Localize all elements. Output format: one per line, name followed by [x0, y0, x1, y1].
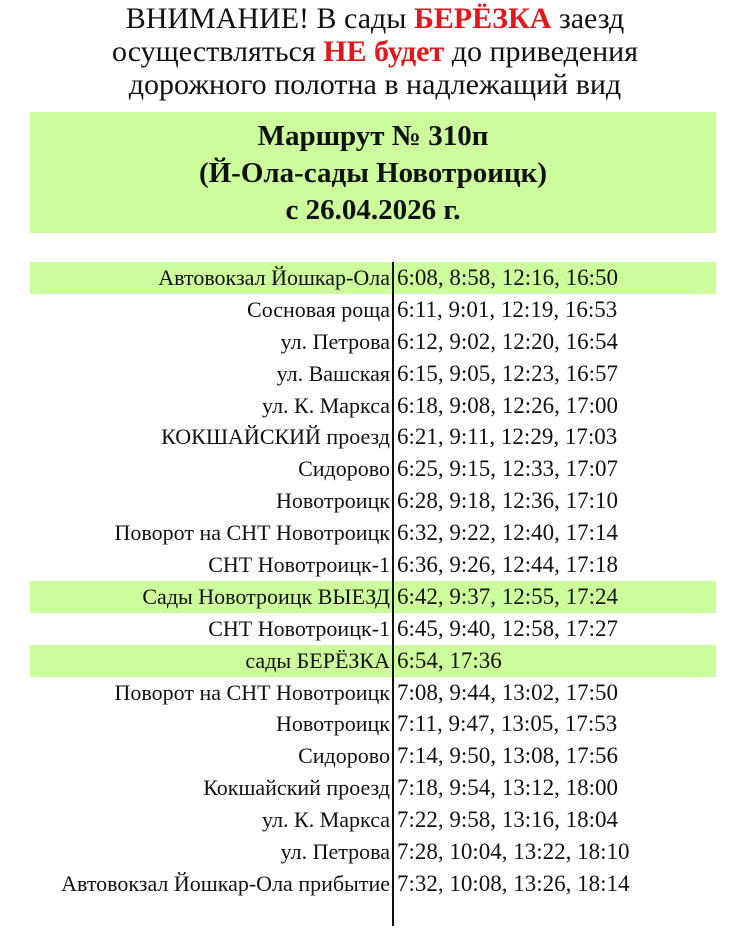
schedule-row: Кокшайский проезд 7:18, 9:54, 13:12, 18:0…: [30, 772, 716, 804]
stop-name: ул. К. Маркса: [262, 807, 390, 833]
schedule-row: ул. К. Маркса 7:22, 9:58, 13:16, 18:04: [30, 804, 716, 836]
departure-times: 7:28, 10:04, 13:22, 18:10: [397, 839, 630, 865]
departure-times: 6:12, 9:02, 12:20, 16:54: [397, 328, 619, 354]
schedule-row: Новотроицк 6:28, 9:18, 12:36, 17:10: [30, 485, 716, 517]
departure-times: 6:45, 9:40, 12:58, 17:27: [397, 615, 619, 641]
notice-text: осуществляться: [111, 35, 324, 68]
stop-name: ул. Вашская: [276, 360, 390, 386]
notice-text: до приведения: [444, 35, 639, 68]
notice-highlight: БЕРЁЗКА: [413, 2, 552, 35]
schedule-row: ул. К. Маркса 6:18, 9:08, 12:26, 17:00: [30, 390, 716, 422]
notice: ВНИМАНИЕ! В сады БЕРЁЗКА заезд осуществл…: [0, 2, 750, 101]
stop-name: Поворот на СНТ Новотроицк: [114, 679, 390, 705]
schedule-row: Сидорово 6:25, 9:15, 12:33, 17:07: [30, 453, 716, 485]
stop-name: Сидорово: [298, 743, 390, 769]
stop-name: Сосновая роща: [247, 296, 390, 322]
schedule-row: Автовокзал Йошкар-Ола прибытие 7:32, 10:0…: [30, 868, 716, 900]
schedule-row: Поворот на СНТ Новотроицк 6:32, 9:22, 12:…: [30, 517, 716, 549]
departure-times: 7:18, 9:54, 13:12, 18:00: [397, 775, 619, 801]
stop-name: ул. К. Маркса: [262, 392, 390, 418]
stop-name: сады БЕРЁЗКА: [245, 647, 390, 673]
schedule-row: Новотроицк 7:11, 9:47, 13:05, 17:53: [30, 708, 716, 740]
stop-name: Кокшайский проезд: [203, 775, 390, 801]
stop-name: КОКШАЙСКИЙ проезд: [161, 424, 390, 450]
notice-line-3: дорожного полотна в надлежащий вид: [128, 68, 622, 101]
stop-name: ул. Петрова: [280, 328, 390, 354]
stop-name: СНТ Новотроицк-1: [208, 552, 390, 578]
schedule-row: Сосновая роща 6:11, 9:01, 12:19, 16:53: [30, 294, 716, 326]
route-direction: (Й-Ола-сады Новотроицк): [198, 157, 548, 189]
schedule-row: Сидорово 7:14, 9:50, 13:08, 17:56: [30, 740, 716, 772]
route-effective-date: с 26.04.2026 г.: [285, 194, 461, 226]
departure-times: 7:11, 9:47, 13:05, 17:53: [397, 711, 618, 737]
departure-times: 7:08, 9:44, 13:02, 17:50: [397, 679, 619, 705]
departure-times: 7:14, 9:50, 13:08, 17:56: [397, 743, 619, 769]
departure-times: 6:11, 9:01, 12:19, 16:53: [397, 296, 618, 322]
route-number: Маршрут № 310п: [257, 120, 489, 152]
departure-times: 6:25, 9:15, 12:33, 17:07: [397, 456, 619, 482]
departure-times: 6:28, 9:18, 12:36, 17:10: [397, 488, 619, 514]
departure-times: 6:08, 8:58, 12:16, 16:50: [397, 265, 619, 290]
schedule-row: КОКШАЙСКИЙ проезд 6:21, 9:11, 12:29, 17:0…: [30, 421, 716, 453]
schedule-row: Автовокзал Йошкар-Ола 6:08, 8:58, 12:16, …: [30, 262, 716, 294]
schedule-row: СНТ Новотроицк-1 6:45, 9:40, 12:58, 17:27: [30, 613, 716, 645]
stop-name: Сидорово: [298, 456, 390, 482]
schedule-row: ул. Петрова 7:28, 10:04, 13:22, 18:10: [30, 836, 716, 868]
schedule-row: ул. Вашская 6:15, 9:05, 12:23, 16:57: [30, 358, 716, 390]
departure-times: 7:22, 9:58, 13:16, 18:04: [397, 807, 619, 833]
stop-name: Автовокзал Йошкар-Ола прибытие: [61, 870, 390, 896]
schedule-row: Поворот на СНТ Новотроицк 7:08, 9:44, 13:…: [30, 677, 716, 709]
departure-times: 6:32, 9:22, 12:40, 17:14: [397, 520, 619, 546]
stop-name: Автовокзал Йошкар-Ола: [158, 265, 390, 290]
notice-text: ВНИМАНИЕ! В сады: [125, 2, 414, 35]
column-divider: [392, 262, 394, 926]
departure-times: 6:15, 9:05, 12:23, 16:57: [397, 360, 619, 386]
departure-times: 6:42, 9:37, 12:55, 17:24: [397, 583, 619, 609]
departure-times: 7:32, 10:08, 13:26, 18:14: [397, 870, 630, 896]
notice-highlight: НЕ будет: [323, 35, 445, 68]
stop-name: Новотроицк: [276, 488, 390, 514]
stop-name: Поворот на СНТ Новотроицк: [114, 520, 390, 546]
route-title-box: Маршрут № 310п (Й-Ола-сады Новотроицк) с…: [30, 112, 716, 233]
stop-name: ул. Петрова: [280, 839, 390, 865]
notice-text: заезд: [551, 2, 625, 35]
departure-times: 6:54, 17:36: [397, 647, 502, 673]
schedule-table: Автовокзал Йошкар-Ола 6:08, 8:58, 12:16, …: [30, 262, 716, 900]
notice-line-1: ВНИМАНИЕ! В сады БЕРЁЗКА заезд: [0, 2, 750, 35]
departure-times: 6:36, 9:26, 12:44, 17:18: [397, 552, 619, 578]
schedule-row: Сады Новотроицк ВЫЕЗД 6:42, 9:37, 12:55, …: [30, 580, 716, 613]
schedule-row: ул. Петрова 6:12, 9:02, 12:20, 16:54: [30, 326, 716, 358]
departure-times: 6:21, 9:11, 12:29, 17:03: [397, 424, 618, 450]
schedule-row: сады БЕРЁЗКА 6:54, 17:36: [30, 644, 716, 677]
departure-times: 6:18, 9:08, 12:26, 17:00: [397, 392, 619, 418]
stop-name: Новотроицк: [276, 711, 390, 737]
notice-line-2: осуществляться НЕ будет до приведения: [0, 35, 750, 68]
stop-name: СНТ Новотроицк-1: [208, 615, 390, 641]
schedule-row: СНТ Новотроицк-1 6:36, 9:26, 12:44, 17:18: [30, 549, 716, 581]
stop-name: Сады Новотроицк ВЫЕЗД: [142, 583, 390, 609]
